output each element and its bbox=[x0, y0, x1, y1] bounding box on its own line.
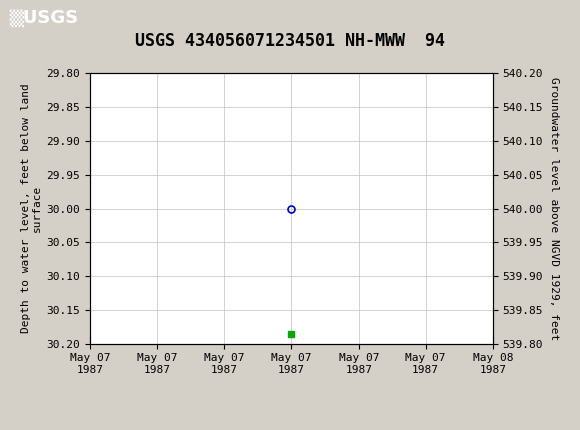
Text: ▒USGS: ▒USGS bbox=[9, 9, 78, 27]
Legend: Period of approved data: Period of approved data bbox=[180, 429, 403, 430]
Y-axis label: Groundwater level above NGVD 1929, feet: Groundwater level above NGVD 1929, feet bbox=[549, 77, 559, 340]
Y-axis label: Depth to water level, feet below land
surface: Depth to water level, feet below land su… bbox=[21, 84, 42, 333]
Text: USGS 434056071234501 NH-MWW  94: USGS 434056071234501 NH-MWW 94 bbox=[135, 32, 445, 50]
